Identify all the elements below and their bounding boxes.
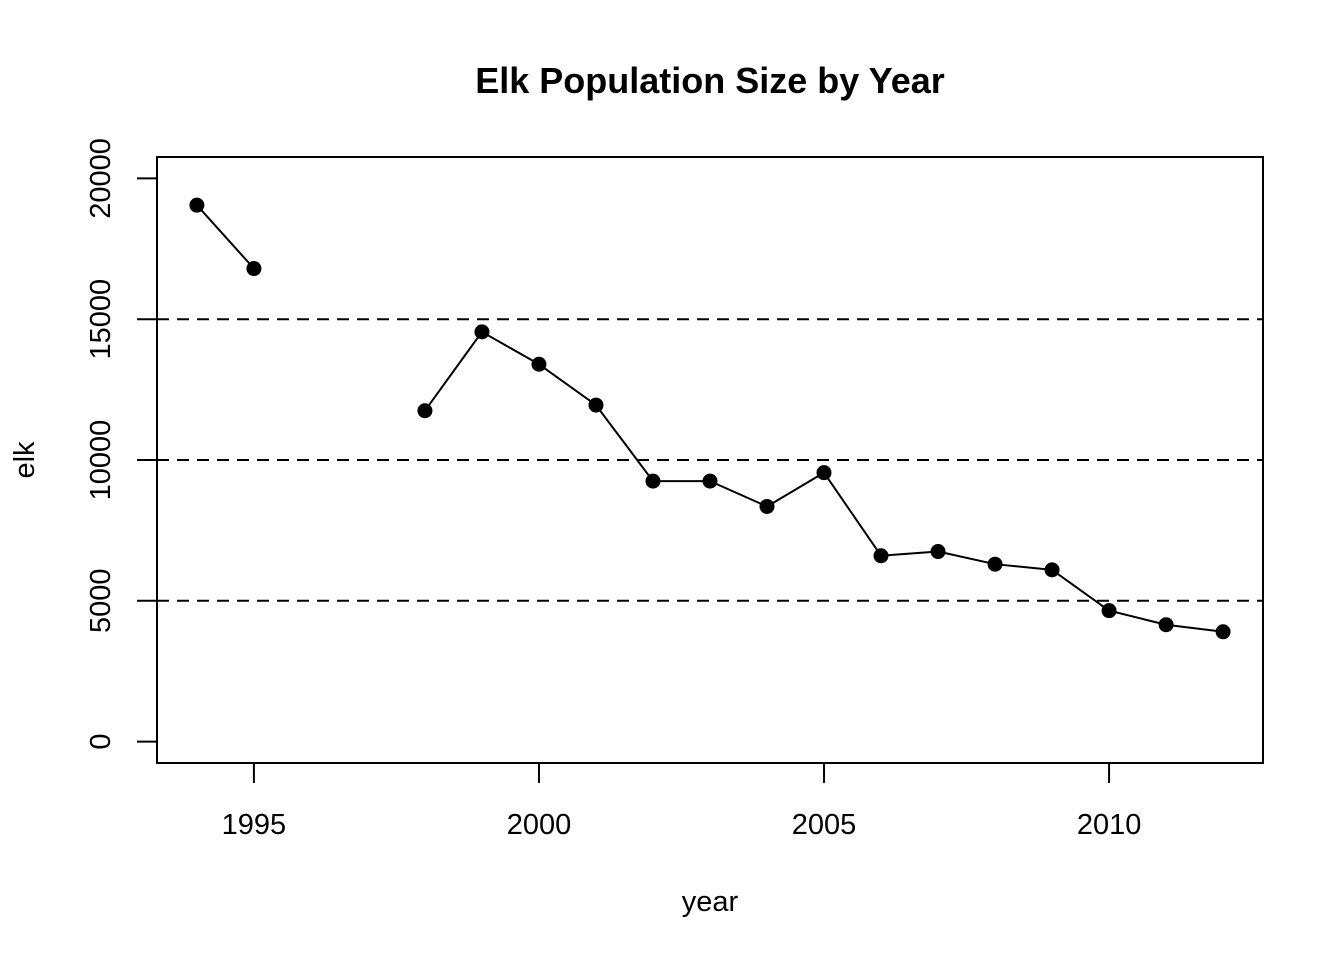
data-point bbox=[474, 324, 490, 340]
series-line-segment bbox=[481, 331, 540, 366]
series-line-segment bbox=[538, 363, 597, 406]
series-line-segment bbox=[424, 331, 483, 412]
series-line-segment bbox=[766, 471, 825, 508]
data-point bbox=[987, 556, 1003, 572]
y-tick-label: 10000 bbox=[85, 420, 117, 501]
series-line-segment bbox=[1165, 623, 1224, 633]
data-point bbox=[759, 498, 775, 514]
series-line-segment bbox=[1051, 569, 1110, 612]
y-tick-label: 20000 bbox=[85, 138, 117, 219]
data-point bbox=[816, 465, 832, 481]
series-lines bbox=[196, 204, 1224, 633]
y-tick-label: 15000 bbox=[85, 279, 117, 360]
data-point bbox=[1101, 603, 1117, 619]
y-tick-label: 0 bbox=[85, 734, 117, 750]
data-point bbox=[1044, 562, 1060, 578]
data-point bbox=[1158, 617, 1174, 633]
x-tick-label: 2000 bbox=[507, 809, 572, 841]
x-tick-label: 2010 bbox=[1077, 809, 1142, 841]
data-point bbox=[246, 261, 262, 277]
data-point bbox=[702, 473, 718, 489]
data-point bbox=[1215, 624, 1231, 640]
data-point bbox=[189, 197, 205, 213]
x-axis-label: year bbox=[682, 886, 739, 918]
reference-lines bbox=[157, 318, 1263, 602]
chart-title: Elk Population Size by Year bbox=[475, 60, 945, 101]
data-point bbox=[873, 548, 889, 564]
series-line-segment bbox=[196, 204, 255, 270]
data-point bbox=[417, 403, 433, 419]
series-line-segment bbox=[595, 404, 654, 482]
y-axis-label: elk bbox=[9, 441, 41, 479]
data-point bbox=[531, 356, 547, 372]
x-axis: 1995 2000 2005 2010 bbox=[222, 762, 1142, 841]
series-points bbox=[189, 197, 1231, 640]
x-tick-label: 1995 bbox=[222, 809, 287, 841]
data-point bbox=[588, 397, 604, 413]
data-point bbox=[930, 544, 946, 560]
data-point bbox=[645, 473, 661, 489]
series-line-segment bbox=[937, 550, 996, 566]
series-line-segment bbox=[709, 480, 768, 508]
series-line-segment bbox=[994, 563, 1053, 571]
series-line-segment bbox=[823, 472, 882, 557]
series-line-segment bbox=[880, 550, 939, 557]
y-axis: 0 5000 10000 15000 20000 bbox=[85, 138, 158, 750]
series-line-segment bbox=[1108, 609, 1167, 626]
y-tick-label: 5000 bbox=[85, 569, 117, 634]
x-tick-label: 2005 bbox=[792, 809, 857, 841]
